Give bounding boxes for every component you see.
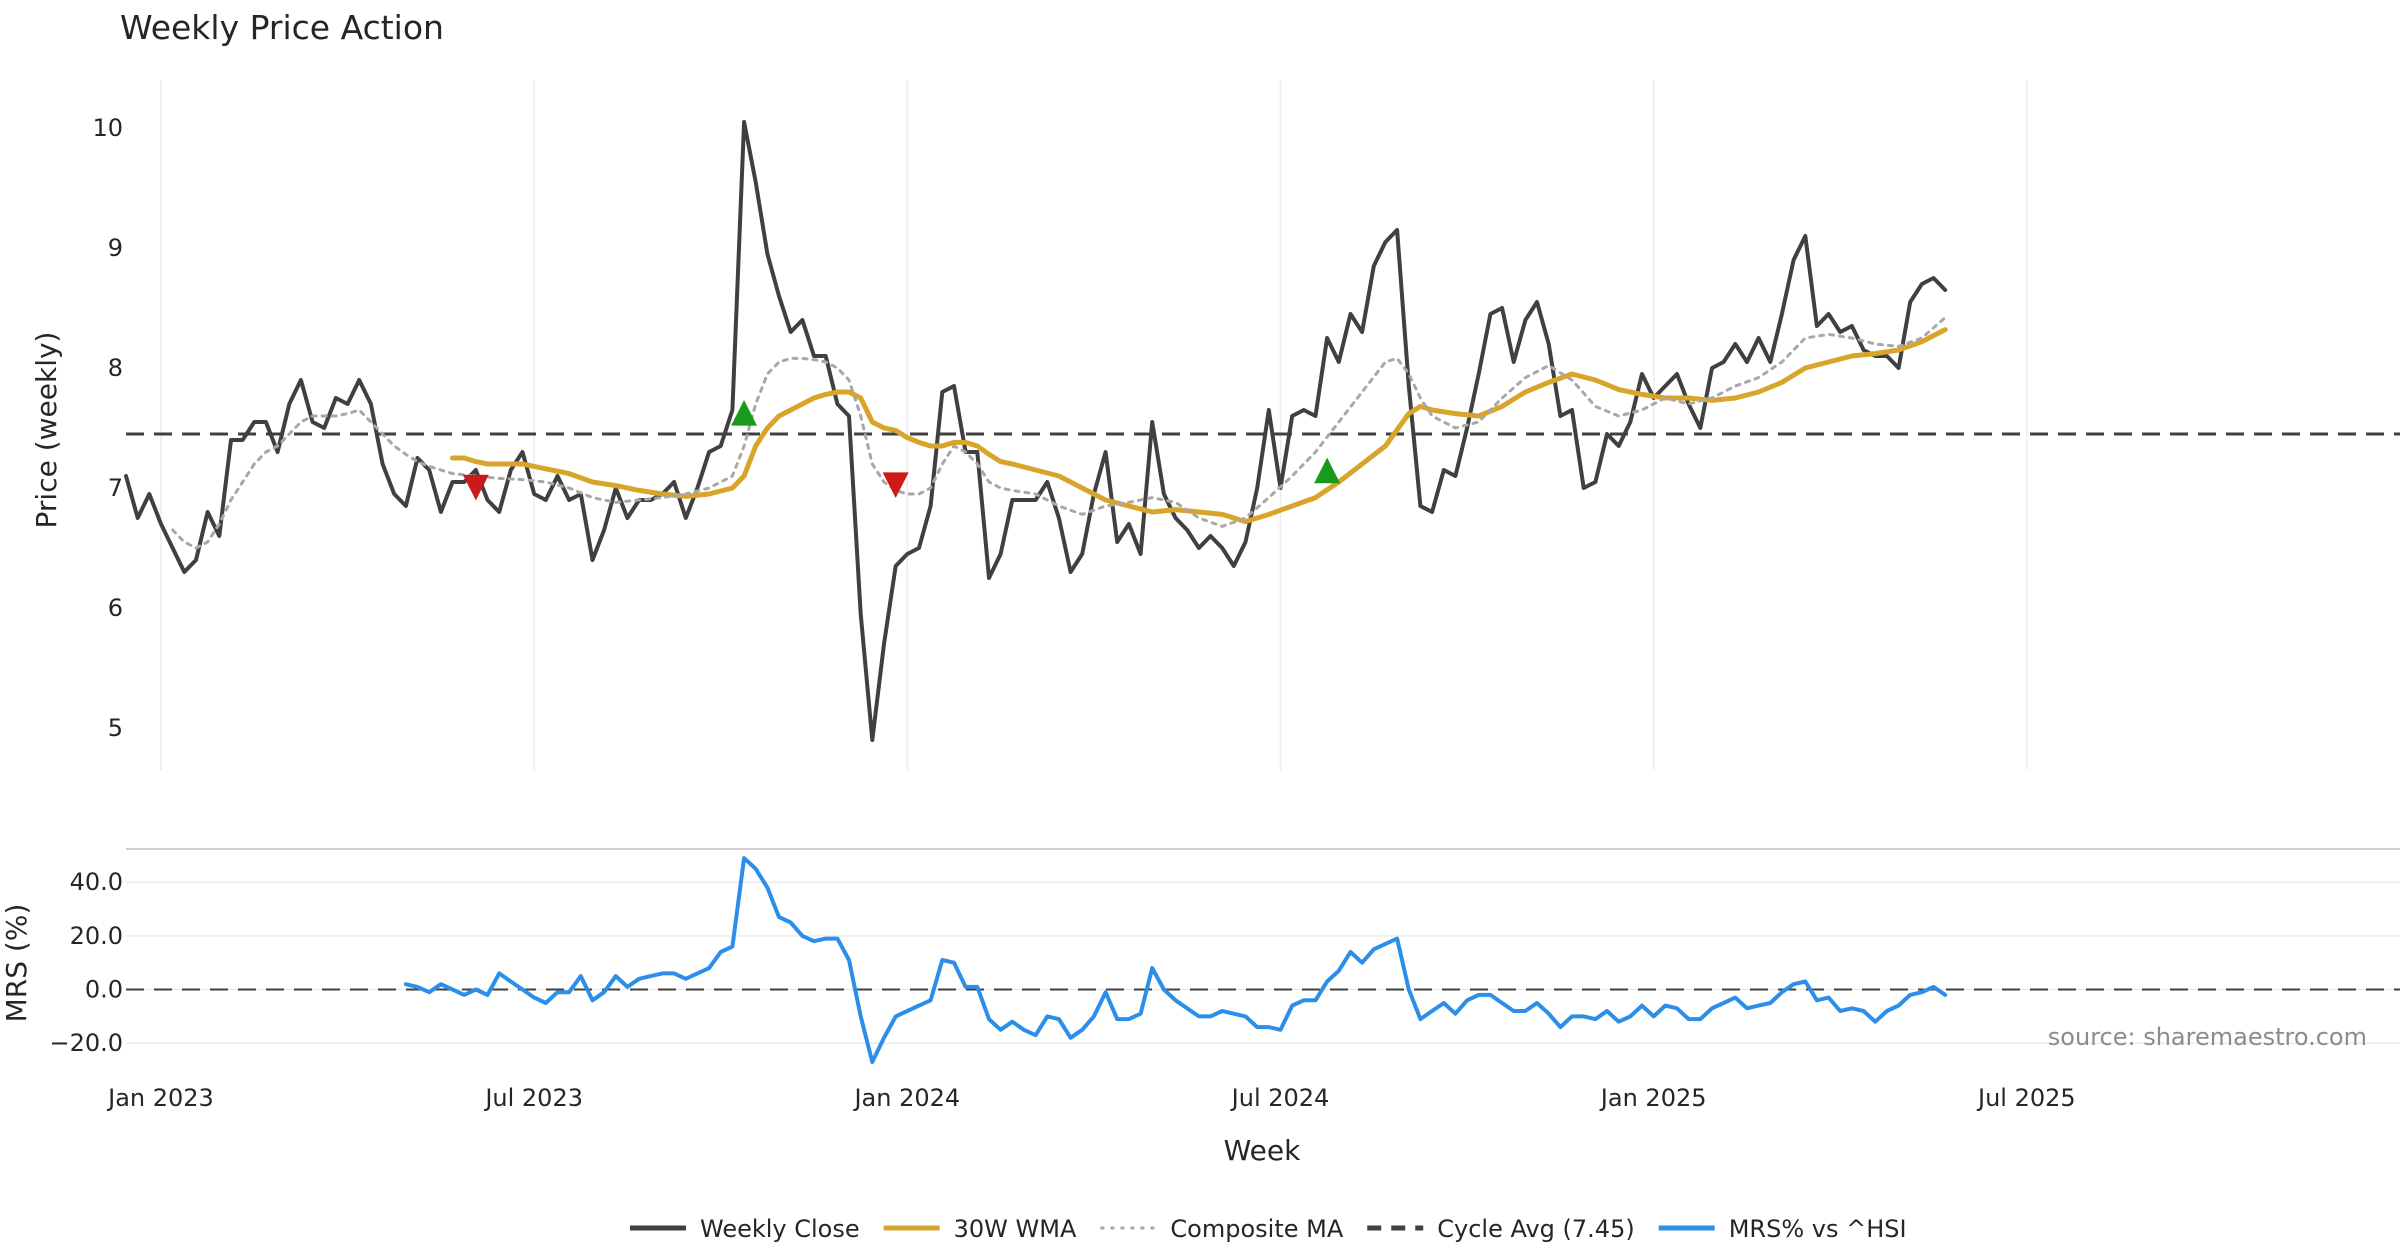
composite-ma-line: [171, 316, 1947, 550]
buy-signal-marker: [731, 400, 758, 426]
mrs-series-group: [126, 856, 2400, 1064]
x-tick-label: Jul 2023: [483, 1084, 583, 1112]
price-grid: [160, 80, 2028, 770]
price-y-tick-label: 7: [108, 474, 123, 502]
price-y-tick-label: 9: [108, 234, 123, 262]
mrs-y-tick-label: 40.0: [70, 868, 123, 896]
legend-label: Weekly Close: [700, 1215, 860, 1243]
chart-title: Weekly Price Action: [120, 8, 444, 47]
x-tick-label: Jan 2025: [1599, 1084, 1707, 1112]
mrs-y-tick-label: −20.0: [49, 1029, 123, 1057]
mrs-y-ticks: −20.0 0.0 20.0 40.0: [49, 868, 123, 1057]
price-y-tick-label: 10: [92, 114, 123, 142]
price-y-axis-label: Price (weekly): [30, 332, 63, 529]
x-axis-label: Week: [1224, 1134, 1301, 1167]
price-y-tick-label: 6: [108, 594, 123, 622]
legend-label: 30W WMA: [954, 1215, 1077, 1243]
legend: Weekly Close 30W WMA Composite MA Cycle Avg…: [630, 1215, 1907, 1243]
x-tick-label: Jul 2024: [1230, 1084, 1330, 1112]
30w-wma-line: [450, 327, 1948, 525]
buy-signal-marker: [1314, 457, 1341, 484]
mrs-y-axis-label: MRS (%): [0, 904, 33, 1023]
mrs-grid: [126, 881, 2400, 1044]
price-series-group: [124, 120, 2400, 742]
price-y-tick-label: 5: [108, 714, 123, 742]
price-y-ticks: 5 6 7 8 9 10: [92, 114, 123, 742]
x-tick-label: Jul 2025: [1976, 1084, 2076, 1112]
legend-label: MRS% vs ^HSI: [1729, 1215, 1907, 1243]
sell-signal-marker: [882, 472, 909, 498]
price-y-tick-label: 8: [108, 354, 123, 382]
sell-signal-marker: [462, 474, 489, 501]
x-tick-label: Jan 2024: [852, 1084, 960, 1112]
x-ticks: Jan 2023 Jul 2023 Jan 2024 Jul 2024 Jan 2025…: [106, 1084, 2076, 1112]
source-note: source: sharemaestro.com: [2048, 1023, 2367, 1051]
weekly-close-line: [124, 120, 1948, 742]
legend-label: Composite MA: [1170, 1215, 1343, 1243]
mrs-y-tick-label: 20.0: [70, 922, 123, 950]
mrs-y-tick-label: 0.0: [85, 976, 123, 1004]
legend-label: Cycle Avg (7.45): [1437, 1215, 1634, 1243]
signal-markers: [462, 400, 1341, 501]
mrs-vs-hsi-line: [403, 856, 1948, 1064]
x-tick-label: Jan 2023: [106, 1084, 214, 1112]
